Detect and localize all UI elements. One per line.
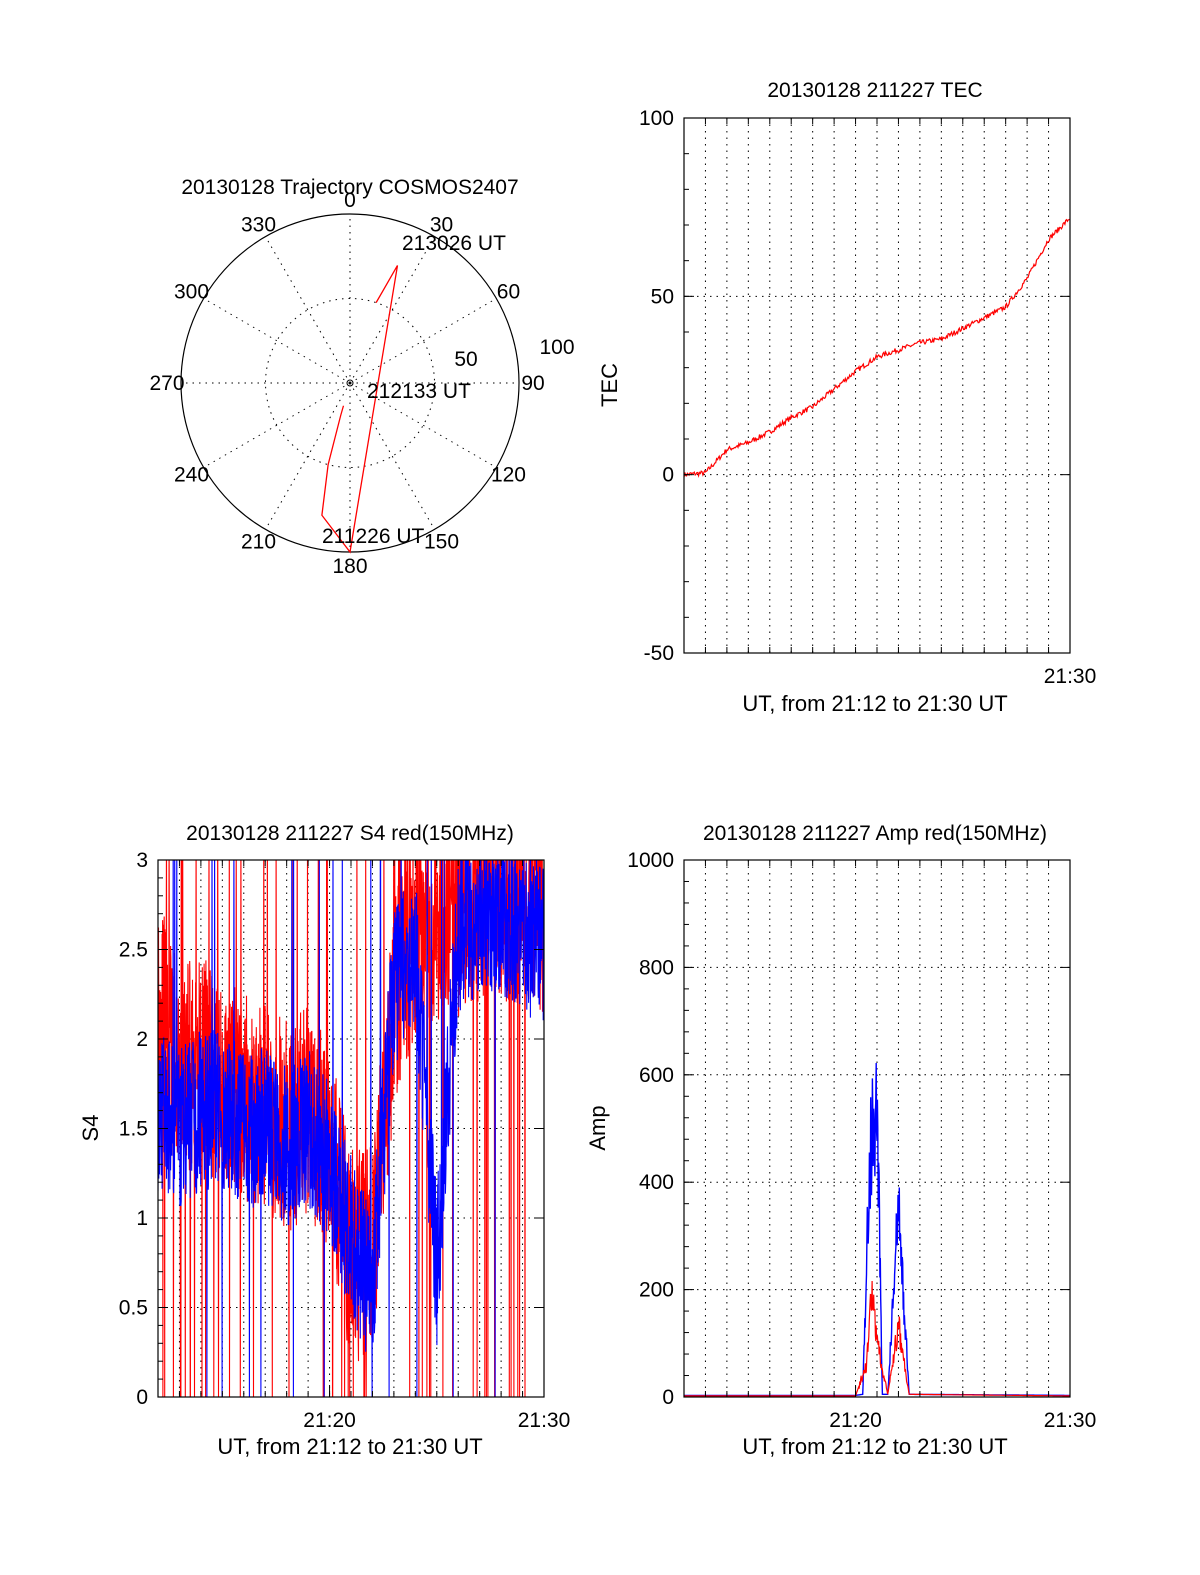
- polar-spoke: [265, 236, 351, 384]
- polar-angle-label: 60: [497, 281, 520, 304]
- s4-blue-series-line: [158, 860, 544, 1397]
- annotation-end-time: 213026 UT: [402, 232, 506, 255]
- amp-ytick-label: 200: [639, 1279, 674, 1302]
- amp-ytick-label: 1000: [627, 849, 674, 872]
- amp-chart: 20130128 211227 Amp red(150MHz) 0 200 400 6…: [585, 822, 1096, 1459]
- polar-radial-label-100: 100: [539, 336, 574, 359]
- tec-ytick-label: 50: [651, 285, 674, 308]
- polar-angle-label: 0: [344, 189, 356, 212]
- polar-angle-label: 330: [241, 214, 276, 237]
- tec-ytick-label: 100: [639, 107, 674, 130]
- polar-radial-label-50: 50: [454, 348, 477, 371]
- s4-ytick-label: 3: [136, 849, 148, 872]
- amp-y-axis-label: Amp: [585, 1105, 610, 1150]
- annotation-mid-time: 212133 UT: [367, 380, 471, 403]
- polar-spoke: [349, 236, 435, 384]
- trajectory-line: [321, 265, 399, 554]
- polar-angle-label: 150: [424, 530, 459, 553]
- polar-spoke: [203, 298, 351, 384]
- polar-spoke: [349, 298, 497, 384]
- s4-ytick-label: 0: [136, 1386, 148, 1409]
- polar-chart: 20130128 Trajectory COSMOS2407 0 30 60 90 12…: [149, 176, 574, 578]
- amp-xtick-label: 21:20: [829, 1409, 882, 1432]
- polar-angle-label: 180: [332, 555, 367, 578]
- s4-xtick-label: 21:20: [303, 1409, 356, 1432]
- tec-y-axis-label: TEC: [597, 363, 622, 407]
- polar-angle-label: 90: [521, 372, 544, 395]
- amp-ytick-label: 600: [639, 1064, 674, 1087]
- s4-y-axis-label: S4: [78, 1115, 103, 1142]
- polar-center-marker: [346, 379, 354, 387]
- polar-angle-label: 270: [149, 372, 184, 395]
- polar-title: 20130128 Trajectory COSMOS2407: [181, 176, 518, 199]
- tec-ytick-label: 0: [662, 464, 674, 487]
- tec-ytick-label: -50: [644, 642, 674, 665]
- amp-ytick-label: 400: [639, 1171, 674, 1194]
- polar-spoke: [265, 382, 351, 530]
- tec-series-line: [683, 218, 1071, 479]
- tec-xtick-label: 21:30: [1044, 665, 1097, 688]
- annotation-start-time: 211226 UT: [322, 525, 425, 548]
- amp-title: 20130128 211227 Amp red(150MHz): [703, 822, 1047, 845]
- polar-angle-label: 120: [491, 464, 526, 487]
- amp-x-axis-label: UT, from 21:12 to 21:30 UT: [742, 1434, 1007, 1459]
- amp-xtick-label: 21:30: [1044, 1409, 1097, 1432]
- amp-ytick-label: 0: [662, 1386, 674, 1409]
- polar-angle-label: 210: [241, 530, 276, 553]
- tec-x-axis-label: UT, from 21:12 to 21:30 UT: [742, 691, 1007, 716]
- polar-angle-label: 240: [174, 464, 209, 487]
- s4-title: 20130128 211227 S4 red(150MHz): [186, 822, 514, 845]
- tec-title: 20130128 211227 TEC: [767, 79, 982, 102]
- s4-x-axis-label: UT, from 21:12 to 21:30 UT: [217, 1434, 482, 1459]
- polar-spoke: [349, 382, 435, 530]
- polar-angle-label: 300: [174, 281, 209, 304]
- polar-spoke: [203, 382, 351, 468]
- s4-ytick-label: 1: [136, 1207, 148, 1230]
- s4-ytick-label: 0.5: [119, 1297, 148, 1320]
- s4-xtick-label: 21:30: [518, 1409, 571, 1432]
- s4-ytick-label: 2.5: [119, 939, 148, 962]
- polar-angle-label: 30: [430, 214, 453, 237]
- s4-ytick-label: 1.5: [119, 1118, 148, 1141]
- polar-spoke: [349, 382, 497, 468]
- s4-chart: 20130128 211227 S4 red(150MHz) 0 0.5 1 1.5 2…: [78, 822, 571, 1459]
- amp-blue-series-line: [684, 1062, 1070, 1397]
- s4-ytick-label: 2: [136, 1028, 148, 1051]
- amp-ytick-label: 800: [639, 956, 674, 979]
- amp-red-series-line: [684, 1280, 1070, 1397]
